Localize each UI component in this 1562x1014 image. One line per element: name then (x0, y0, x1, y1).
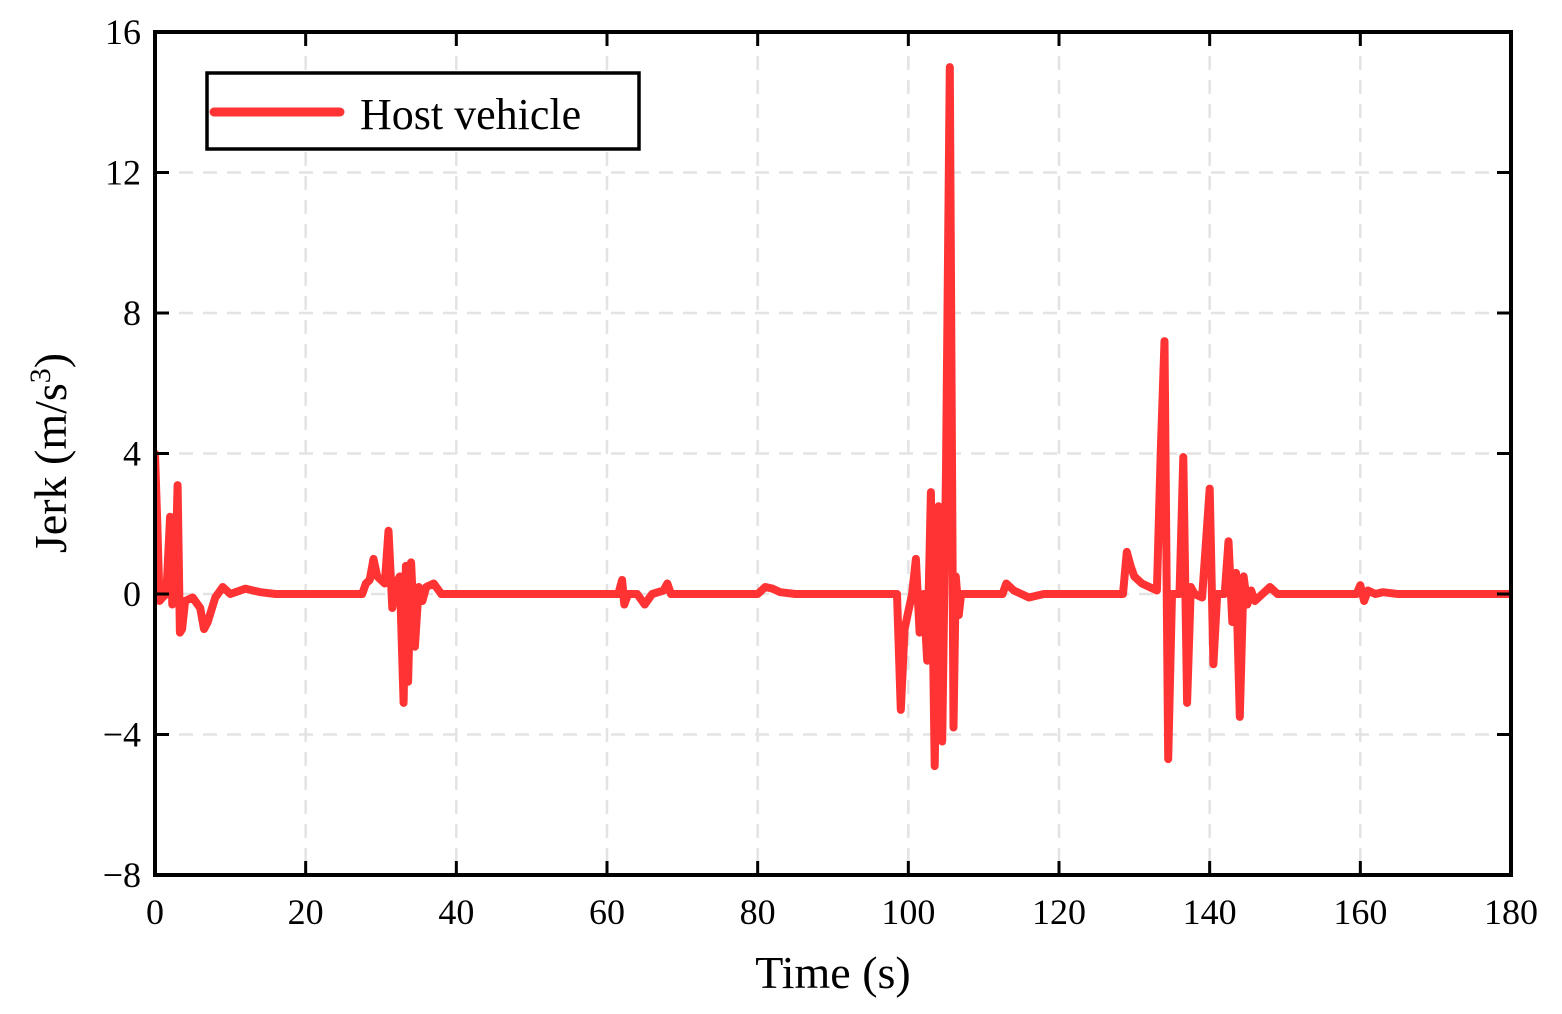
y-axis-title: Jerk (m/s3) (24, 353, 76, 553)
x-tick-label: 120 (1032, 892, 1086, 932)
series-layer (155, 63, 1511, 771)
series-line-host-vehicle (155, 63, 1511, 771)
legend: Host vehicle (205, 71, 641, 151)
x-tick-label: 40 (438, 892, 474, 932)
x-tick-label: 180 (1484, 892, 1538, 932)
x-tick-label: 60 (589, 892, 625, 932)
tick-labels: 0 20 40 60 80 100 120 140 160 180 −8 −4 0 4 8 12 16 (103, 12, 1538, 932)
y-tick-label: 0 (123, 574, 141, 614)
x-tick-label: 20 (288, 892, 324, 932)
y-axis-title-main: Jerk (m/s (25, 383, 76, 553)
x-tick-label: 140 (1183, 892, 1237, 932)
y-tick-label: −4 (103, 715, 141, 755)
legend-label: Host vehicle (360, 90, 581, 139)
y-axis-title-close: ) (25, 353, 76, 368)
axis-ticks (153, 30, 1513, 877)
x-tick-label: 80 (740, 892, 776, 932)
y-tick-label: 16 (105, 12, 141, 52)
y-tick-label: 12 (105, 153, 141, 193)
gridlines (155, 32, 1511, 875)
x-tick-label: 100 (881, 892, 935, 932)
x-axis-title: Time (s) (755, 947, 911, 998)
x-tick-label: 160 (1333, 892, 1387, 932)
x-tick-label: 0 (146, 892, 164, 932)
y-axis-title-superscript: 3 (24, 368, 57, 383)
y-tick-label: 8 (123, 293, 141, 333)
y-tick-label: 4 (123, 434, 141, 474)
y-tick-label: −8 (103, 855, 141, 895)
